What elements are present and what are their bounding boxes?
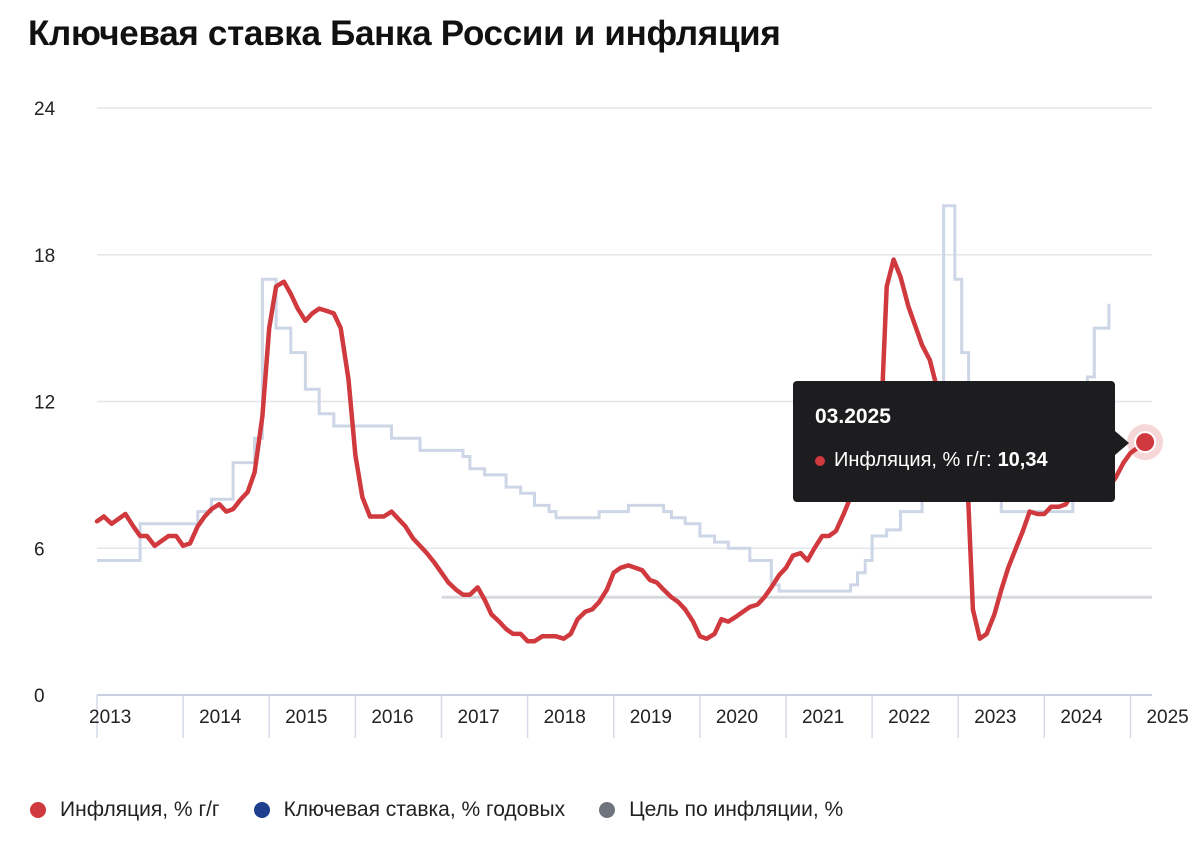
legend-label: Ключевая ставка, % годовых xyxy=(283,798,566,821)
tooltip-value: 10,34 xyxy=(997,449,1048,471)
legend-label: Цель по инфляции, % xyxy=(629,798,844,821)
x-tick-label: 2014 xyxy=(199,707,242,728)
tooltip-series-dot-icon xyxy=(815,455,825,466)
legend-dot-icon xyxy=(30,802,46,818)
tooltip-date: 03.2025 xyxy=(815,405,891,428)
x-tick-label: 2025 xyxy=(1146,707,1188,728)
chart-title: Ключевая ставка Банка России и инфляция xyxy=(28,14,781,53)
x-tick-label: 2020 xyxy=(716,707,758,728)
x-tick-label: 2023 xyxy=(974,707,1016,728)
legend-item-inflation-target[interactable]: Цель по инфляции, % xyxy=(599,798,843,822)
tooltip-row: Инфляция, % г/г: 10,34 xyxy=(815,449,1093,472)
x-tick-label: 2018 xyxy=(544,707,586,728)
x-tick-label: 2024 xyxy=(1060,707,1103,728)
chart-legend: Инфляция, % г/г Ключевая ставка, % годов… xyxy=(30,798,843,822)
x-tick-label: 2019 xyxy=(630,707,672,728)
legend-label: Инфляция, % г/г xyxy=(60,798,220,821)
x-tick-label: 2013 xyxy=(89,707,131,728)
legend-dot-icon xyxy=(253,802,270,818)
y-tick-label: 18 xyxy=(34,246,55,267)
tooltip-series-label: Инфляция, % г/г: xyxy=(834,449,992,471)
chart-tooltip: 03.2025 Инфляция, % г/г: 10,34 xyxy=(793,381,1129,502)
y-tick-label: 6 xyxy=(34,539,45,560)
y-tick-label: 0 xyxy=(34,686,45,707)
legend-item-key-rate[interactable]: Ключевая ставка, % годовых xyxy=(253,798,566,822)
x-tick-label: 2017 xyxy=(457,707,499,728)
x-tick-label: 2022 xyxy=(888,707,930,728)
x-tick-label: 2021 xyxy=(802,707,844,728)
highlight-point xyxy=(1134,431,1157,454)
y-tick-label: 24 xyxy=(34,99,56,120)
x-tick-label: 2015 xyxy=(285,707,327,728)
x-tick-label: 2016 xyxy=(371,707,413,728)
legend-item-inflation[interactable]: Инфляция, % г/г xyxy=(30,798,220,822)
y-tick-label: 12 xyxy=(34,393,55,414)
series-line-inflation xyxy=(94,257,1148,644)
legend-dot-icon xyxy=(599,802,616,818)
